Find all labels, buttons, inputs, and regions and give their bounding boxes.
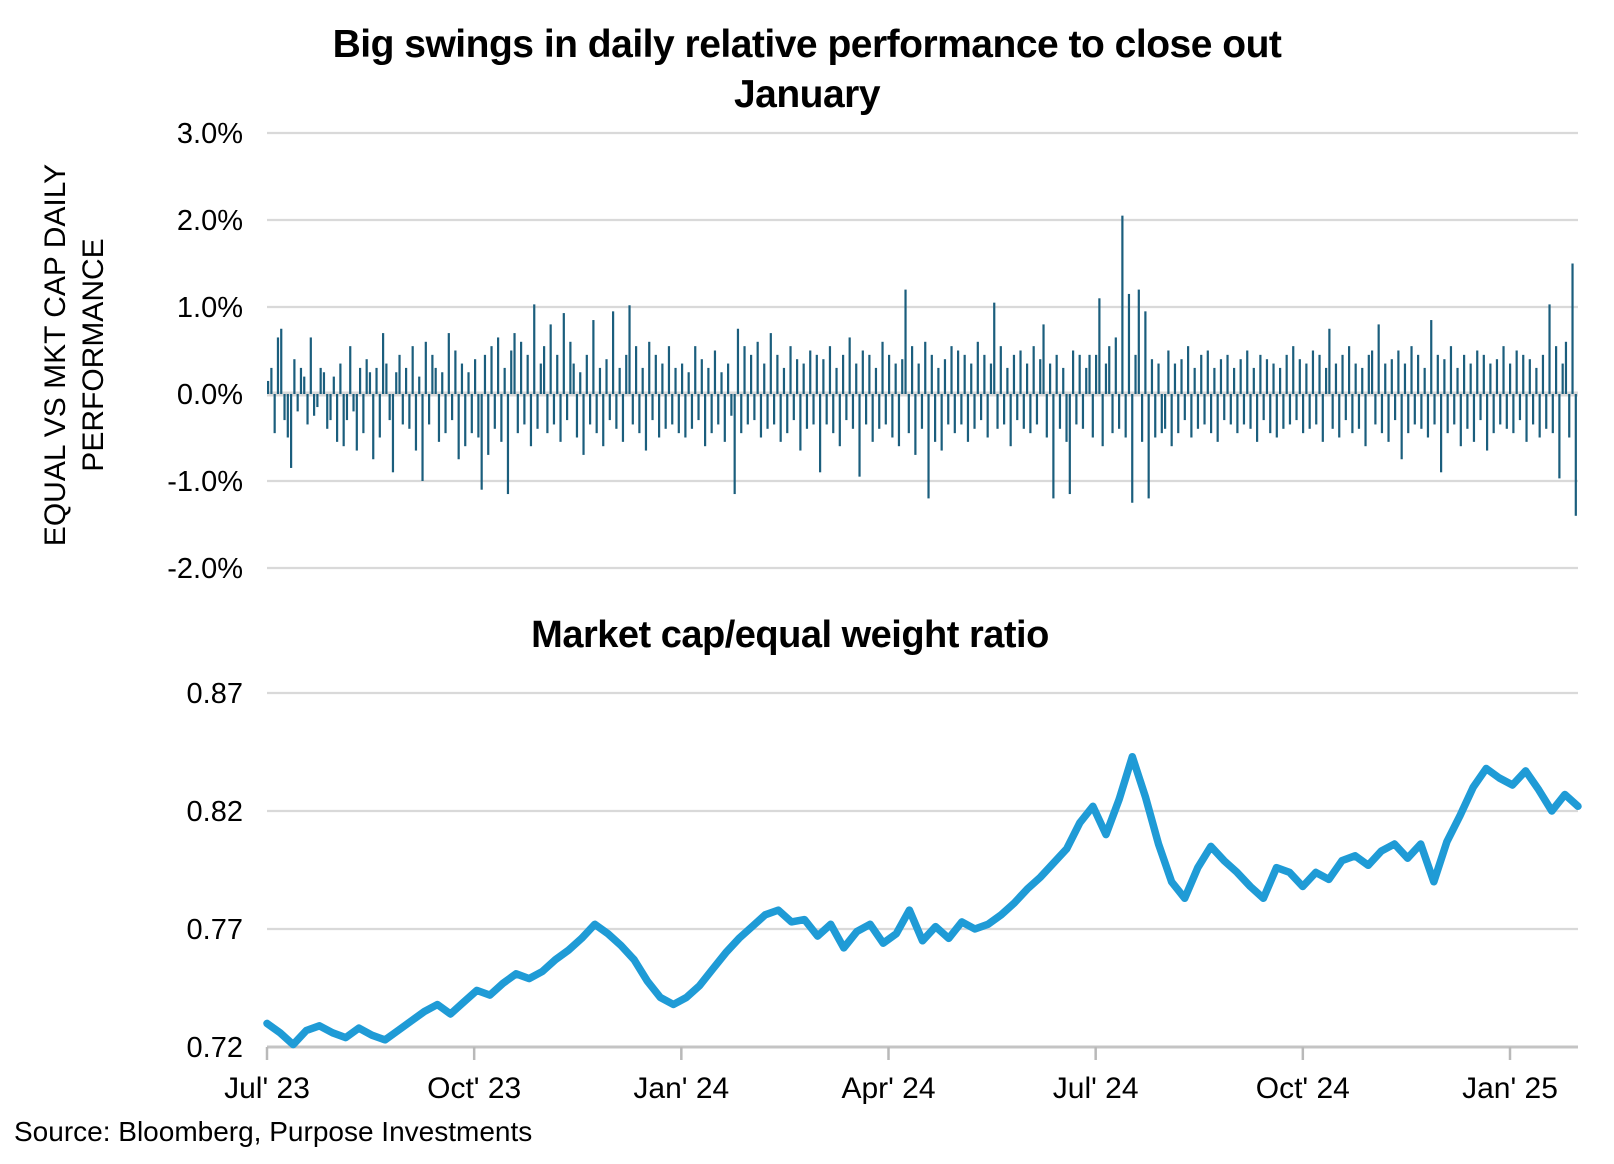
y-axis-title-line1: EQUAL VS MKT CAP DAILY: [39, 163, 72, 547]
daily-performance-bars: [267, 215, 1577, 516]
y-tick-label: 0.77: [187, 914, 243, 946]
bottom-chart-gridlines: [267, 691, 1578, 1049]
x-tick-label: Oct' 23: [427, 1072, 521, 1105]
x-tick-label: Apr' 24: [841, 1072, 935, 1105]
x-tick-label: Jul' 24: [1053, 1072, 1139, 1105]
top-chart-gridlines: [267, 131, 1578, 570]
top-chart-y-tick-labels: 3.0% 2.0% 1.0% 0.0% -1.0% -2.0%: [167, 118, 243, 585]
y-tick-label: 0.87: [187, 678, 243, 710]
x-axis-ticks-and-labels: Jul' 23 Oct' 23 Jan' 24 Apr' 24 Jul' 24 Oct' …: [224, 1047, 1558, 1105]
bottom-chart-title: Market cap/equal weight ratio: [531, 614, 1049, 656]
y-tick-label: 0.72: [187, 1032, 243, 1064]
y-tick-label: -2.0%: [167, 553, 243, 585]
top-chart-title-line1: Big swings in daily relative performance…: [332, 23, 1282, 66]
top-chart-title: Big swings in daily relative performance…: [237, 20, 1377, 120]
market-cap-equal-weight-ratio-line: [263, 752, 1582, 1049]
x-tick-label: Jul' 23: [224, 1072, 310, 1105]
y-tick-label: -1.0%: [167, 466, 243, 498]
x-tick-label: Jan' 25: [1462, 1072, 1558, 1105]
x-tick-label: Oct' 24: [1256, 1072, 1350, 1105]
bottom-chart-y-tick-labels: 0.87 0.82 0.77 0.72: [187, 678, 243, 1064]
y-tick-label: 0.82: [187, 796, 243, 828]
y-axis-title: EQUAL VS MKT CAP DAILY PERFORMANCE: [37, 120, 113, 590]
y-axis-title-line2: PERFORMANCE: [77, 238, 110, 472]
y-tick-label: 3.0%: [177, 118, 243, 150]
x-tick-label: Jan' 24: [633, 1072, 729, 1105]
y-tick-label: 2.0%: [177, 205, 243, 237]
y-tick-label: 0.0%: [177, 379, 243, 411]
top-chart-title-line2: January: [733, 73, 881, 116]
y-tick-label: 1.0%: [177, 292, 243, 324]
source-caption: Source: Bloomberg, Purpose Investments: [14, 1116, 533, 1147]
